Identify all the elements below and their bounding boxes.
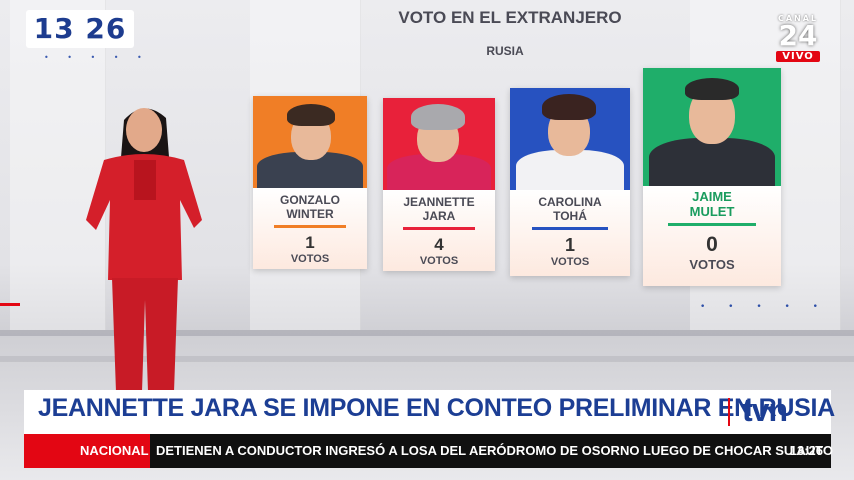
floor-line [0, 356, 854, 362]
channel-canal-text: CANAL [777, 14, 819, 23]
candidate-photo [383, 98, 495, 190]
ticker-time: 13:26 [789, 443, 823, 458]
channel-number: 24 [778, 19, 818, 52]
candidate-votes: 1 [305, 232, 315, 252]
candidate-votes-label: VOTOS [290, 252, 330, 265]
reporter-figure [84, 100, 206, 392]
news-ticker: NACIONAL DETIENEN A CONDUCTOR INGRESÓ A … [24, 434, 834, 468]
candidate-color-bar [273, 224, 347, 228]
candidate-info: JAIME MULET 0 VOTOS [643, 186, 781, 286]
graphic-subtitle: RUSIA [486, 44, 524, 58]
candidate-votes: 0 [706, 232, 718, 256]
clock-display: 13 26 [26, 10, 134, 48]
channel-logo: CANAL 24 VIVO [772, 14, 824, 62]
candidate-color-bar [667, 222, 757, 226]
candidate-name: JAIME MULET [689, 189, 735, 219]
candidate-info: GONZALO WINTER 1 VOTOS [253, 188, 367, 269]
candidate-photo [510, 88, 630, 190]
headline-text: JEANNETTE JARA SE IMPONE EN CONTEO PRELI… [38, 394, 835, 422]
candidate-info: JEANNETTE JARA 4 VOTOS [383, 190, 495, 271]
candidate-votes-label: VOTOS [689, 256, 735, 272]
candidate-votes-label: VOTOS [550, 255, 590, 268]
candidate-photo [643, 68, 781, 186]
headline-separator [728, 398, 730, 426]
candidate-votes-label: VOTOS [419, 254, 459, 267]
candidate-color-bar [403, 226, 475, 230]
live-badge: VIVO [776, 51, 820, 62]
lower-third: JEANNETTE JARA SE IMPONE EN CONTEO PRELI… [24, 390, 835, 434]
candidate-name: CAROLINA TOHÁ [538, 195, 602, 223]
ticker-section-label: NACIONAL [24, 434, 150, 468]
candidate-photo [253, 96, 367, 188]
candidate-card: JEANNETTE JARA 4 VOTOS [383, 98, 495, 271]
candidate-card: JAIME MULET 0 VOTOS [643, 68, 781, 286]
graphic-title: VOTO EN EL EXTRANJERO [398, 8, 622, 27]
candidate-votes: 4 [434, 234, 444, 254]
candidate-card: GONZALO WINTER 1 VOTOS [253, 96, 367, 269]
tvn-logo: tvn [742, 392, 788, 428]
candidate-info: CAROLINA TOHÁ 1 VOTOS [510, 190, 630, 276]
clock-decoration: • • • • • [44, 53, 150, 62]
floor-line [0, 330, 854, 336]
decorative-dots: • • • • • [700, 302, 828, 312]
candidate-name: GONZALO WINTER [280, 193, 340, 221]
ticker-news-text: DETIENEN A CONDUCTOR INGRESÓ A LOSA DEL … [156, 443, 834, 458]
candidate-color-bar [531, 226, 609, 230]
candidate-votes: 1 [564, 234, 575, 255]
candidate-card: CAROLINA TOHÁ 1 VOTOS [510, 88, 630, 276]
decorative-accent [0, 303, 20, 306]
candidate-name: JEANNETTE JARA [403, 195, 475, 223]
wall-panel [10, 0, 106, 330]
